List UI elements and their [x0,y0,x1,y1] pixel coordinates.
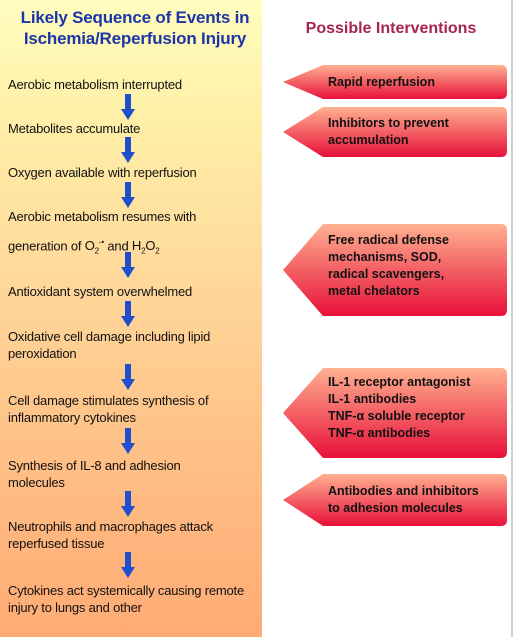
hydrogen-peroxide-formula: H2O2 [131,238,160,256]
sequence-title-line1: Likely Sequence of Events in [20,8,250,27]
right-edge-divider [511,0,513,637]
step-aerobic-interrupted: Aerobic metabolism interrupted [8,77,182,92]
down-arrow-icon [121,137,135,163]
callout-cytokine-interventions: IL-1 receptor antagonist IL-1 antibodies… [283,366,509,460]
callout-rapid-reperfusion: Rapid reperfusion [283,63,509,101]
step-radical-generation: generation of O2-• and H2O2 [8,234,260,260]
step-metabolites-accumulate: Metabolites accumulate [8,121,141,136]
step-oxygen-available: Oxygen available with reperfusion [8,165,197,180]
step-cytokine-synthesis: Cell damage stimulates synthesis of infl… [8,393,209,425]
callout-adhesion-inhibitors: Antibodies and inhibitors to adhesion mo… [283,472,509,528]
down-arrow-icon [121,491,135,517]
intervention-text: Antibodies and inhibitors to adhesion mo… [328,484,479,515]
intervention-text: IL-1 receptor antagonist IL-1 antibodies… [328,375,471,440]
callout-inhibitors: Inhibitors to prevent accumulation [283,105,509,159]
step-il8-adhesion: Synthesis of IL-8 and adhesion molecules [8,458,181,490]
down-arrow-icon [121,552,135,578]
intervention-text: Rapid reperfusion [328,75,435,89]
callout-shape [283,107,507,157]
sequence-title: Likely Sequence of Events in Ischemia/Re… [10,7,260,49]
callout-shape [283,65,507,99]
down-arrow-icon [121,182,135,208]
callout-shape [283,224,507,316]
callout-shape [283,368,507,458]
superoxide-formula: O2-• [84,238,104,256]
step-neutrophil-attack: Neutrophils and macrophages attack reper… [8,519,213,551]
down-arrow-icon [121,301,135,327]
intervention-text: Inhibitors to prevent accumulation [328,116,449,147]
down-arrow-icon [121,428,135,454]
interventions-title: Possible Interventions [305,20,477,37]
step-oxidative-damage: Oxidative cell damage including lipid pe… [8,329,211,361]
and-label: and [107,238,129,254]
generation-of-label: generation of [8,238,82,254]
step-aerobic-resumes: Aerobic metabolism resumes with [8,209,197,224]
step-antioxidant-overwhelmed: Antioxidant system overwhelmed [8,284,193,299]
callout-free-radical-defense: Free radical defense mechanisms, SOD, ra… [283,222,509,318]
down-arrow-icon [121,364,135,390]
down-arrow-icon [121,94,135,120]
callout-shape [283,474,507,526]
intervention-text: Free radical defense mechanisms, SOD, ra… [328,233,449,298]
sequence-title-line2: Ischemia/Reperfusion Injury [23,29,247,48]
step-systemic-injury: Cytokines act systemically causing remot… [8,583,245,615]
down-arrow-icon [121,252,135,278]
